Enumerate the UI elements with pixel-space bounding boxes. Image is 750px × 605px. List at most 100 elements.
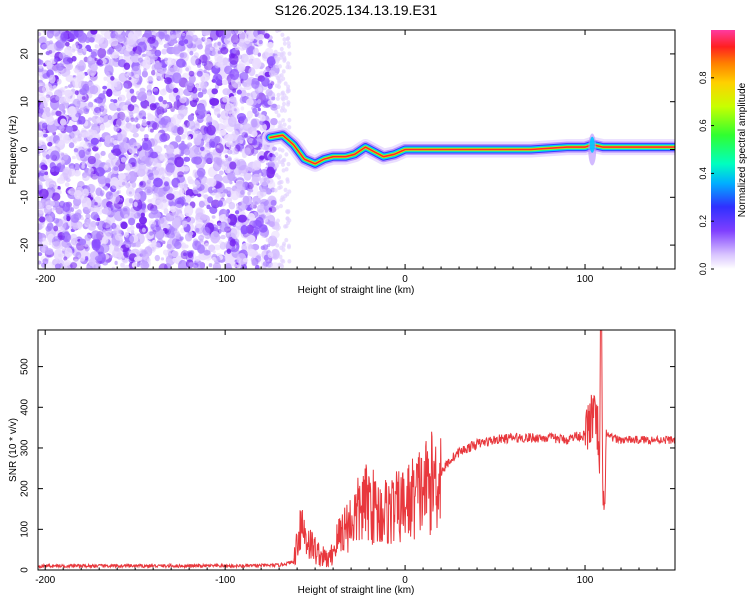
spectrogram-noise-blob <box>201 30 211 36</box>
spectrogram-noise-blob <box>287 259 292 264</box>
spectrogram-noise-blob <box>102 85 108 90</box>
spectrogram-noise-blob <box>68 142 75 149</box>
spectrogram-noise-blob <box>243 83 253 91</box>
spectrogram-noise-blob <box>178 189 185 196</box>
spectrogram-noise-blob <box>38 140 43 147</box>
spectrogram-noise-blob <box>146 84 152 91</box>
spectrogram-noise-blob <box>195 212 205 222</box>
spectrogram-noise-blob <box>81 84 90 95</box>
spectrogram-x-ticks: -200 -100 0 100 <box>35 30 676 285</box>
spectrogram-noise-blob <box>140 261 150 269</box>
spectrogram-noise-blob <box>38 252 43 257</box>
spectrogram-noise-blob <box>277 30 282 33</box>
spectrogram-noise-blob <box>56 78 62 85</box>
spectrogram-noise-blob <box>214 192 223 200</box>
spectrogram-noise-blob <box>147 75 153 82</box>
spectrogram-noise-blob <box>271 103 278 109</box>
spectrogram-noise-blob <box>151 70 156 76</box>
spectrogram-noise-blob <box>110 157 121 167</box>
spectrogram-noise-blob <box>78 32 85 41</box>
snr-x-tick-label: 100 <box>577 575 594 586</box>
spectrogram-noise-blob <box>117 83 121 88</box>
spectrogram-noise-blob <box>268 70 276 77</box>
spectrogram-noise-blob <box>141 120 148 127</box>
spectrogram-noise-blob <box>96 110 102 116</box>
spectrogram-noise-blob <box>121 257 128 263</box>
spectrogram-noise-blob <box>142 116 147 120</box>
spectrogram-noise-blob <box>145 160 153 167</box>
spectrogram-noise-blob <box>133 80 138 85</box>
spectrogram-noise-blob <box>249 204 255 209</box>
spectrogram-noise-blob <box>81 161 86 165</box>
spectrogram-noise-blob <box>171 238 180 247</box>
spectrogram-noise-blob <box>188 70 195 77</box>
spectrogram-noise-blob <box>158 114 163 119</box>
spectrogram-noise-blob <box>197 87 202 92</box>
spectrogram-noise-blob <box>120 221 128 230</box>
spectrogram-noise-blob <box>150 128 154 133</box>
spectrogram-noise-blob <box>104 228 113 237</box>
spectrogram-noise-blob <box>239 96 246 104</box>
snr-x-tick-label: 0 <box>402 575 408 586</box>
spectrogram-noise-blob <box>89 36 95 43</box>
spectrogram-noise-blob <box>232 263 238 268</box>
spectrogram-noise-blob <box>94 201 98 206</box>
spectrogram-noise-blob <box>136 77 141 83</box>
spectrogram-noise-blob <box>169 82 176 90</box>
spectrogram-noise-blob <box>134 145 138 149</box>
spectrogram-noise-blob <box>196 167 206 178</box>
spectrogram-noise-blob <box>227 149 233 155</box>
spectrogram-noise-blob <box>143 68 147 73</box>
spectrogram-noise-blob <box>149 103 157 111</box>
spectrogram-noise-blob <box>174 156 184 168</box>
spectrogram-noise-blob <box>56 177 66 185</box>
spectrogram-noise-blob <box>70 207 75 213</box>
spectrogram-noise-blob <box>54 263 62 269</box>
spectrogram-noise-blob <box>282 41 287 46</box>
spectrogram-noise-blob <box>71 43 80 51</box>
spectrogram-noise-blob <box>277 159 282 165</box>
spectrogram-noise-blob <box>38 72 43 76</box>
spectrogram-noise-blob <box>190 55 199 66</box>
spectrogram-noise-blob <box>46 111 51 118</box>
spectrogram-noise-blob <box>159 88 167 96</box>
spectrogram-noise-blob <box>58 140 64 146</box>
spectrogram-noise-blob <box>94 152 103 160</box>
spectrogram-noise-blob <box>87 222 97 231</box>
spectrogram-noise-blob <box>130 210 138 219</box>
spectrogram-noise-blob <box>232 88 237 93</box>
spectrogram-noise-blob <box>118 94 126 102</box>
spectrogram-noise-blob <box>218 115 227 123</box>
colorbar-ticks: 0.0 0.2 0.4 0.6 0.8 <box>698 72 714 275</box>
spectrogram-noise-blob <box>167 101 172 105</box>
spectrogram-noise-blob <box>188 231 194 236</box>
spectrogram-noise-blob <box>212 262 222 269</box>
spectrogram-noise-blob <box>153 177 163 188</box>
spectrogram-noise-blob <box>281 97 286 102</box>
spectrogram-noise-blob <box>203 249 211 256</box>
spectrogram-noise-blob <box>213 188 218 193</box>
spectrogram-noise-blob <box>139 216 147 225</box>
spectrogram-noise-blob <box>105 177 111 184</box>
spectrogram-noise-blob <box>250 257 256 263</box>
spectrogram-noise-blob <box>216 40 223 49</box>
spectrogram-noise-blob <box>215 30 225 38</box>
spectrogram-noise-blob <box>106 72 110 77</box>
spectrogram-noise-blob <box>282 108 287 113</box>
spectrogram-noise-blob <box>85 36 91 44</box>
spectrogram-noise-blob <box>177 171 184 178</box>
spectrogram-noise-blob <box>212 36 217 41</box>
spectrogram-noise-blob <box>215 157 223 166</box>
spectrogram-noise-blob <box>107 114 112 121</box>
spectrogram-noise-blob <box>286 61 291 66</box>
spectrogram-noise-blob <box>259 155 265 160</box>
spectrogram-noise-blob <box>117 173 126 180</box>
spectrogram-noise-blob <box>90 170 99 180</box>
spectrogram-noise-blob <box>152 192 159 199</box>
spectrogram-noise-blob <box>146 188 151 194</box>
spectrogram-noise-blob <box>48 241 52 246</box>
spectrogram-noise-blob <box>104 207 112 216</box>
spectrogram-noise-blob <box>197 91 204 98</box>
spectrogram-noise-blob <box>154 254 161 262</box>
spectrogram-noise-blob <box>38 32 42 37</box>
